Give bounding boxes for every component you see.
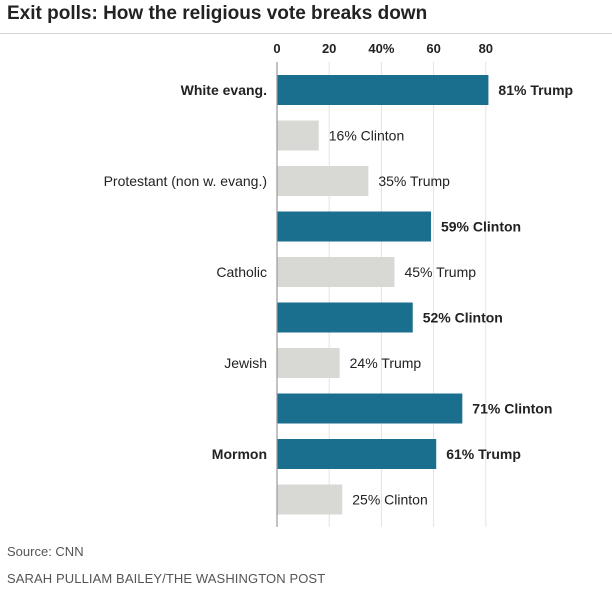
- bar-value-label: 71% Clinton: [472, 401, 552, 417]
- bar: [277, 393, 463, 424]
- x-tick-label: 20: [322, 41, 336, 56]
- bar: [277, 120, 319, 151]
- bar-value-label: 45% Trump: [404, 264, 476, 280]
- bar-value-label: 16% Clinton: [329, 128, 405, 144]
- x-tick-label: 40%: [368, 41, 394, 56]
- bar: [277, 75, 489, 105]
- x-tick-label: 60: [426, 41, 440, 56]
- bar: [277, 484, 343, 515]
- bar: [277, 257, 395, 287]
- x-tick-label: 80: [479, 41, 493, 56]
- category-label: Catholic: [216, 264, 267, 280]
- bar-value-label: 61% Trump: [446, 446, 521, 462]
- bar: [277, 166, 369, 196]
- chart-title: Exit polls: How the religious vote break…: [7, 3, 428, 24]
- bar-value-label: 81% Trump: [498, 82, 573, 98]
- bar: [277, 348, 340, 378]
- bar-value-label: 52% Clinton: [423, 310, 503, 326]
- source-note: Source: CNN: [7, 544, 84, 559]
- category-label: White evang.: [181, 82, 267, 98]
- bar: [277, 211, 431, 242]
- category-label: Jewish: [224, 355, 267, 371]
- bar: [277, 439, 437, 469]
- title-divider: [0, 33, 612, 34]
- bar-value-label: 35% Trump: [378, 173, 450, 189]
- category-label: Protestant (non w. evang.): [104, 173, 267, 189]
- bar-value-label: 25% Clinton: [352, 492, 428, 508]
- bar-chart: 0 20 40% 60 80 81% Trump 16% Clinton White evan…: [104, 41, 573, 527]
- credit-line: SARAH PULLIAM BAILEY/THE WASHINGTON POST: [7, 571, 326, 586]
- bar-value-label: 24% Trump: [350, 355, 422, 371]
- category-label: Mormon: [212, 446, 267, 462]
- bar: [277, 302, 413, 333]
- x-tick-label: 0: [273, 41, 280, 56]
- bar-value-label: 59% Clinton: [441, 219, 521, 235]
